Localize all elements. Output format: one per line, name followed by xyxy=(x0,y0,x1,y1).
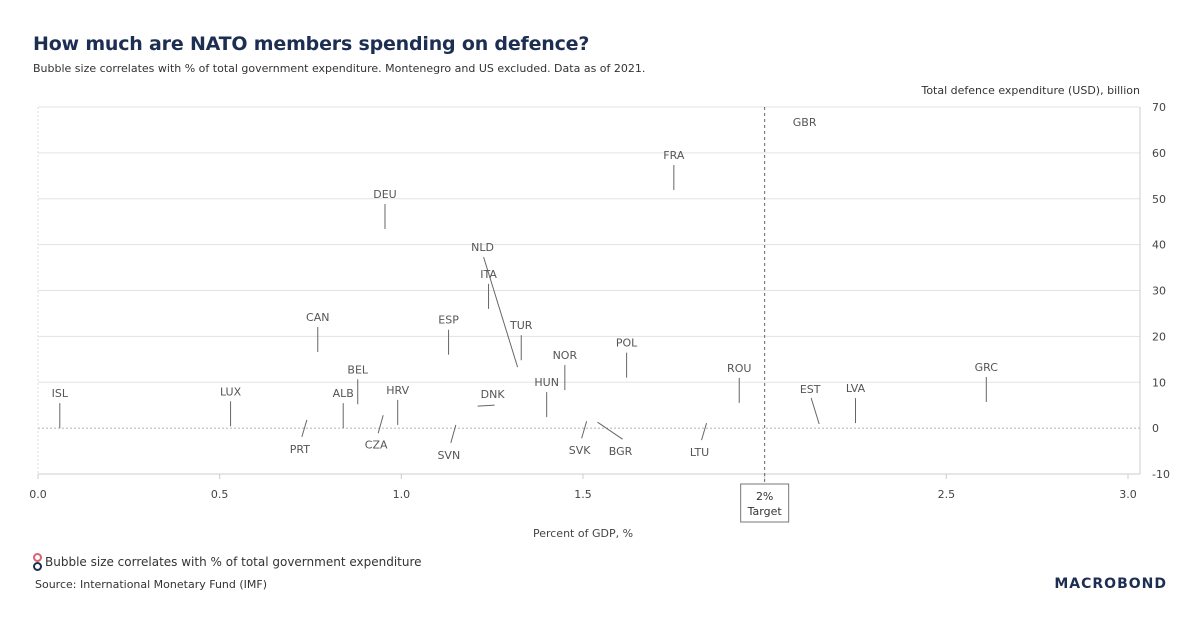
y-tick-label: 10 xyxy=(1152,376,1166,389)
point-label-prt: PRT xyxy=(290,443,310,456)
point-label-svk: SVK xyxy=(569,444,592,457)
target-label: Target xyxy=(747,505,783,518)
leader-line xyxy=(301,419,308,438)
legend-text: Bubble size correlates with % of total g… xyxy=(45,555,422,569)
x-tick-label: 0.5 xyxy=(211,488,229,501)
y-tick-label: 60 xyxy=(1152,147,1166,160)
leader-line xyxy=(701,422,708,441)
point-label-gbr: GBR xyxy=(793,116,817,129)
point-label-nld: NLD xyxy=(471,241,494,254)
point-label-isl: ISL xyxy=(52,387,69,400)
legend: Bubble size correlates with % of total g… xyxy=(33,553,422,571)
target-box xyxy=(740,483,790,523)
y-tick-label: 40 xyxy=(1152,239,1166,252)
point-label-lux: LUX xyxy=(220,385,242,398)
x-tick-label: 2.5 xyxy=(938,488,956,501)
point-label-can: CAN xyxy=(306,311,329,324)
point-label-nor: NOR xyxy=(553,349,578,362)
point-label-hun: HUN xyxy=(534,376,559,389)
y-tick-label: 20 xyxy=(1152,330,1166,343)
point-label-cza: CZA xyxy=(365,438,388,451)
leader-line xyxy=(377,415,384,434)
x-tick-label: 0.0 xyxy=(29,488,47,501)
point-label-tur: TUR xyxy=(509,319,533,332)
point-label-bel: BEL xyxy=(347,363,368,376)
point-label-lva: LVA xyxy=(846,382,866,395)
point-label-alb: ALB xyxy=(333,387,354,400)
point-label-hrv: HRV xyxy=(386,384,409,397)
x-tick-label: 1.0 xyxy=(393,488,411,501)
chart-subtitle: Bubble size correlates with % of total g… xyxy=(33,62,646,75)
chart-title: How much are NATO members spending on de… xyxy=(33,33,590,55)
leader-line xyxy=(810,397,820,425)
y-tick-label: 50 xyxy=(1152,193,1166,206)
point-label-dnk: DNK xyxy=(481,388,506,401)
point-label-fra: FRA xyxy=(663,149,685,162)
point-label-svn: SVN xyxy=(437,449,460,462)
macrobond-logo: MACROBOND xyxy=(1054,576,1167,592)
leader-line xyxy=(477,404,495,407)
y-axis-label: Total defence expenditure (USD), billion xyxy=(920,84,1140,97)
leader-line xyxy=(483,256,519,368)
x-tick-label: 3.0 xyxy=(1119,488,1137,501)
x-axis-label: Percent of GDP, % xyxy=(533,527,633,540)
target-label: 2% xyxy=(756,490,773,503)
y-tick-label: -10 xyxy=(1152,468,1170,481)
point-label-deu: DEU xyxy=(373,188,396,201)
point-label-ita: ITA xyxy=(480,268,497,281)
leader-line xyxy=(581,421,588,439)
y-tick-label: 0 xyxy=(1152,422,1159,435)
source-note: Source: International Monetary Fund (IMF… xyxy=(35,578,268,591)
point-label-rou: ROU xyxy=(727,362,751,375)
point-label-ltu: LTU xyxy=(690,446,709,459)
legend-bubble-icon xyxy=(33,553,42,571)
point-label-grc: GRC xyxy=(975,361,999,374)
y-tick-label: 70 xyxy=(1152,101,1166,114)
x-tick-label: 1.5 xyxy=(574,488,592,501)
leader-line xyxy=(597,421,623,440)
point-label-bgr: BGR xyxy=(609,445,633,458)
y-tick-label: 30 xyxy=(1152,285,1166,298)
leader-line xyxy=(450,424,457,444)
point-label-esp: ESP xyxy=(438,314,459,327)
point-label-pol: POL xyxy=(616,337,638,350)
point-label-est: EST xyxy=(800,383,821,396)
